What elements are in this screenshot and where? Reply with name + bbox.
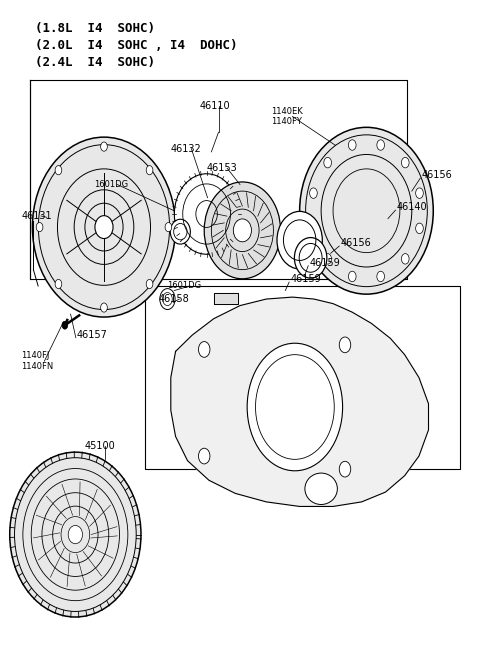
Polygon shape xyxy=(171,297,429,507)
Ellipse shape xyxy=(300,127,433,294)
Circle shape xyxy=(348,271,356,282)
Circle shape xyxy=(101,303,108,312)
Circle shape xyxy=(62,321,68,329)
Polygon shape xyxy=(214,292,238,304)
Circle shape xyxy=(310,188,317,198)
Ellipse shape xyxy=(277,212,323,269)
Circle shape xyxy=(324,158,332,168)
Ellipse shape xyxy=(305,473,337,505)
Text: 1140EK: 1140EK xyxy=(271,107,303,116)
Ellipse shape xyxy=(170,219,191,244)
Text: 46159: 46159 xyxy=(309,258,340,268)
Text: 46156: 46156 xyxy=(340,238,371,248)
Ellipse shape xyxy=(174,173,239,254)
Circle shape xyxy=(348,140,356,150)
Circle shape xyxy=(146,166,153,175)
Polygon shape xyxy=(144,286,459,469)
Circle shape xyxy=(416,223,423,234)
Circle shape xyxy=(310,223,317,234)
Text: 46159: 46159 xyxy=(290,275,321,284)
Text: 1601DG: 1601DG xyxy=(168,281,202,290)
Text: (2.4L  I4  SOHC): (2.4L I4 SOHC) xyxy=(35,57,155,70)
Circle shape xyxy=(339,461,351,477)
Ellipse shape xyxy=(10,452,141,617)
Circle shape xyxy=(101,142,108,151)
Circle shape xyxy=(401,158,409,168)
Text: 46132: 46132 xyxy=(171,144,202,154)
Circle shape xyxy=(401,254,409,264)
Circle shape xyxy=(160,288,175,309)
Text: 46157: 46157 xyxy=(77,330,108,340)
Text: 1140FN: 1140FN xyxy=(22,362,54,371)
Ellipse shape xyxy=(95,215,113,238)
Ellipse shape xyxy=(233,219,252,242)
Circle shape xyxy=(377,140,384,150)
Text: 46110: 46110 xyxy=(199,101,230,111)
Text: 45100: 45100 xyxy=(85,442,116,451)
Polygon shape xyxy=(30,80,407,279)
Text: 1140FJ: 1140FJ xyxy=(22,351,50,361)
Circle shape xyxy=(416,188,423,198)
Circle shape xyxy=(55,279,62,288)
Circle shape xyxy=(339,337,351,353)
Circle shape xyxy=(165,223,172,232)
Text: (1.8L  I4  SOHC): (1.8L I4 SOHC) xyxy=(35,22,155,35)
Ellipse shape xyxy=(294,238,327,278)
Text: 46156: 46156 xyxy=(421,170,452,180)
Text: 46158: 46158 xyxy=(159,294,190,304)
Ellipse shape xyxy=(204,182,281,279)
Circle shape xyxy=(55,166,62,175)
Ellipse shape xyxy=(68,526,83,544)
Text: (2.0L  I4  SOHC , I4  DOHC): (2.0L I4 SOHC , I4 DOHC) xyxy=(35,39,237,53)
Text: 46153: 46153 xyxy=(206,163,237,173)
Ellipse shape xyxy=(33,137,176,317)
Circle shape xyxy=(199,342,210,357)
Ellipse shape xyxy=(247,343,343,471)
Circle shape xyxy=(377,271,384,282)
Circle shape xyxy=(324,254,332,264)
Text: 46140: 46140 xyxy=(396,202,427,212)
Circle shape xyxy=(36,223,43,232)
Text: 1601DG: 1601DG xyxy=(95,180,129,189)
Circle shape xyxy=(199,448,210,464)
Text: 46131: 46131 xyxy=(22,211,52,221)
Circle shape xyxy=(146,279,153,288)
Text: 1140FY: 1140FY xyxy=(271,117,302,126)
